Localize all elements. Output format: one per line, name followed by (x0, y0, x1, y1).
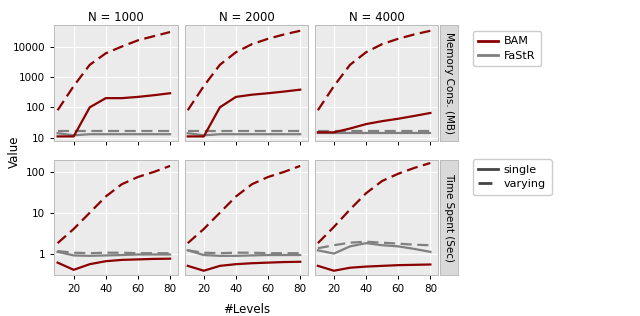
Text: #Levels: #Levels (223, 303, 270, 316)
Title: N = 2000: N = 2000 (218, 11, 275, 24)
Text: Value: Value (8, 136, 20, 168)
Title: N = 4000: N = 4000 (349, 11, 404, 24)
Legend: single, varying: single, varying (473, 159, 552, 195)
Text: Memory Cons. (MB): Memory Cons. (MB) (444, 32, 454, 134)
Title: N = 1000: N = 1000 (88, 11, 144, 24)
Legend: BAM, FaStR: BAM, FaStR (473, 31, 541, 66)
Text: Time Spent (Sec): Time Spent (Sec) (444, 173, 454, 262)
